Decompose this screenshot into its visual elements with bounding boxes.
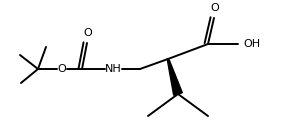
Text: O: O (58, 64, 66, 74)
Text: NH: NH (105, 64, 121, 74)
Polygon shape (167, 59, 182, 95)
Text: O: O (211, 3, 219, 13)
Text: OH: OH (243, 39, 260, 49)
Text: O: O (84, 28, 92, 38)
